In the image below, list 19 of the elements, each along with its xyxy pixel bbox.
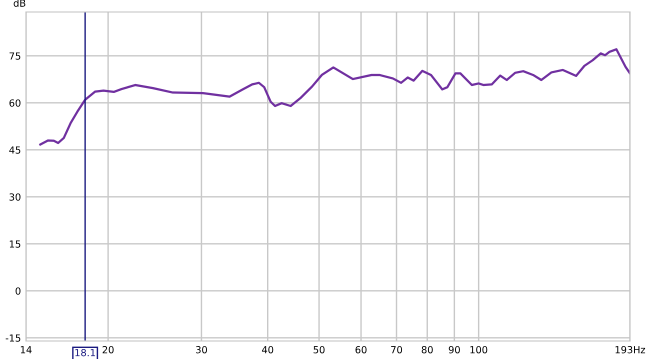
y-tick-label: 30: [10, 193, 20, 201]
x-tick-label: 50: [314, 346, 325, 354]
x-tick-label: 40: [262, 346, 274, 354]
y-tick-label: 60: [9, 99, 20, 107]
x-tick-label: 80: [422, 346, 433, 354]
x-tick-label: 193Hz: [616, 346, 646, 354]
ref-line-label: 18.1: [75, 348, 96, 356]
y-tick-label: 45: [9, 146, 20, 154]
y-tick-label: 0: [16, 287, 20, 295]
x-tick-label: 14: [20, 346, 32, 354]
x-tick-label: 20: [102, 346, 114, 354]
x-tick-label: 90: [448, 346, 460, 354]
x-tick-label: 30: [196, 346, 207, 354]
x-tick-label: 70: [391, 346, 402, 354]
y-tick-label: 15: [10, 240, 20, 248]
y-tick-label: -15: [6, 334, 20, 342]
x-tick-label: 100: [470, 346, 488, 354]
y-tick-label: 75: [10, 52, 20, 60]
x-tick-label: 60: [356, 346, 367, 354]
